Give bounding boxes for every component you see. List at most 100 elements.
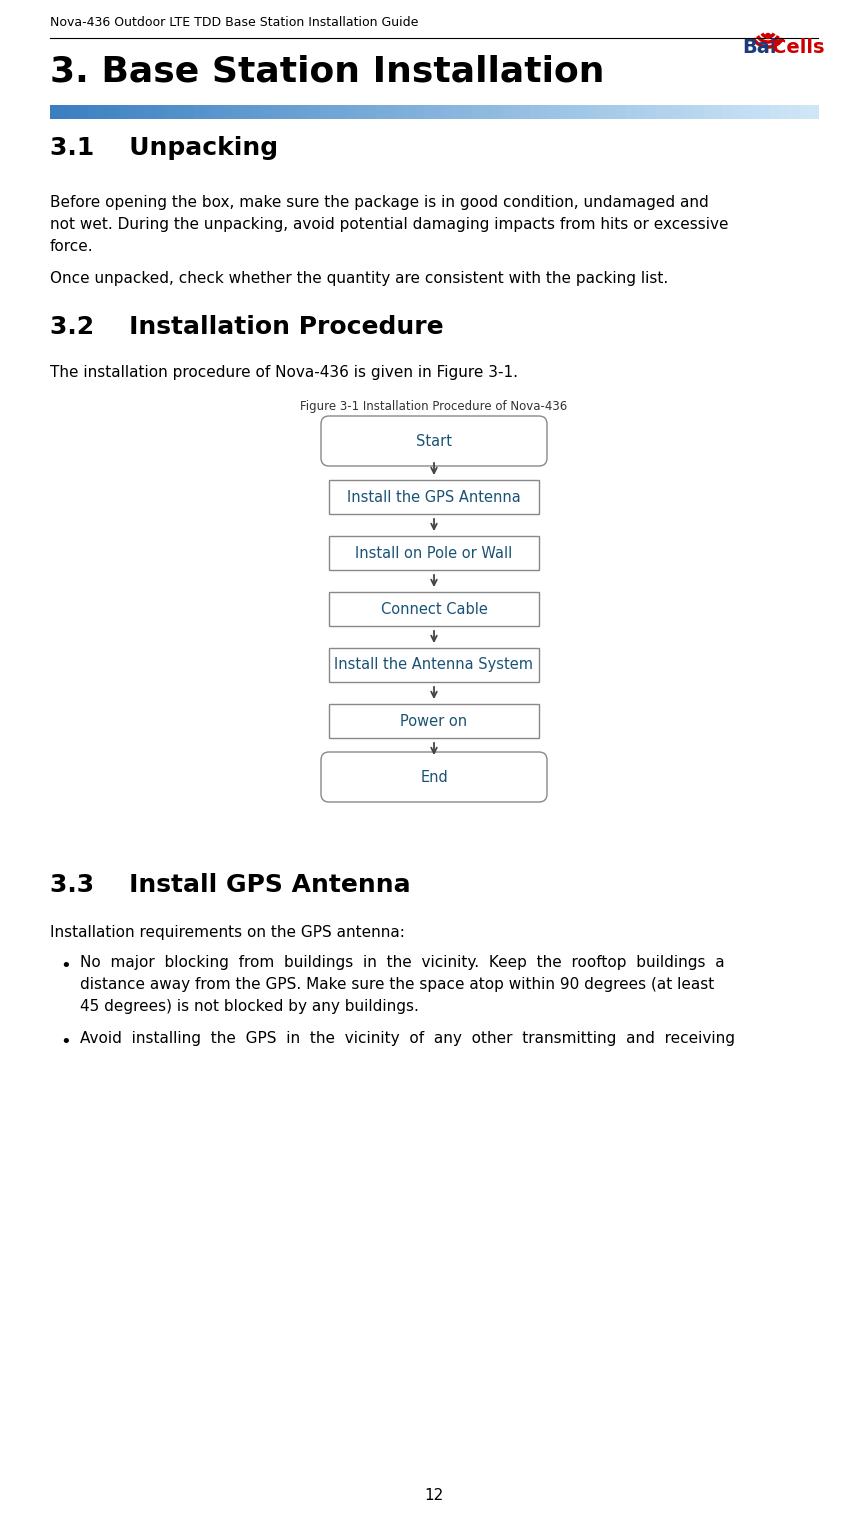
Text: 3.3    Install GPS Antenna: 3.3 Install GPS Antenna (50, 873, 411, 897)
FancyBboxPatch shape (645, 104, 656, 120)
FancyBboxPatch shape (184, 104, 195, 120)
FancyBboxPatch shape (694, 104, 704, 120)
FancyBboxPatch shape (799, 104, 809, 120)
FancyBboxPatch shape (329, 480, 539, 514)
FancyBboxPatch shape (290, 104, 300, 120)
Text: Power on: Power on (400, 714, 468, 728)
Text: distance away from the GPS. Make sure the space atop within 90 degrees (at least: distance away from the GPS. Make sure th… (80, 977, 714, 993)
FancyBboxPatch shape (530, 104, 541, 120)
FancyBboxPatch shape (117, 104, 128, 120)
FancyBboxPatch shape (751, 104, 761, 120)
FancyBboxPatch shape (424, 104, 435, 120)
FancyBboxPatch shape (358, 104, 368, 120)
FancyBboxPatch shape (415, 104, 425, 120)
Text: 3.2    Installation Procedure: 3.2 Installation Procedure (50, 315, 444, 339)
FancyBboxPatch shape (607, 104, 617, 120)
FancyBboxPatch shape (674, 104, 685, 120)
FancyBboxPatch shape (453, 104, 464, 120)
FancyBboxPatch shape (127, 104, 137, 120)
FancyBboxPatch shape (713, 104, 723, 120)
FancyBboxPatch shape (482, 104, 493, 120)
FancyBboxPatch shape (664, 104, 675, 120)
FancyBboxPatch shape (69, 104, 80, 120)
FancyBboxPatch shape (569, 104, 579, 120)
FancyBboxPatch shape (108, 104, 118, 120)
Text: Install on Pole or Wall: Install on Pole or Wall (355, 546, 513, 560)
FancyBboxPatch shape (444, 104, 454, 120)
Text: Install the GPS Antenna: Install the GPS Antenna (347, 490, 521, 504)
FancyBboxPatch shape (299, 104, 310, 120)
FancyBboxPatch shape (60, 104, 70, 120)
FancyBboxPatch shape (174, 104, 186, 120)
Text: Start: Start (416, 434, 452, 448)
FancyBboxPatch shape (386, 104, 397, 120)
FancyBboxPatch shape (252, 104, 262, 120)
FancyBboxPatch shape (808, 104, 819, 120)
FancyBboxPatch shape (79, 104, 89, 120)
FancyBboxPatch shape (89, 104, 99, 120)
FancyBboxPatch shape (214, 104, 224, 120)
FancyBboxPatch shape (501, 104, 512, 120)
FancyBboxPatch shape (329, 704, 539, 738)
FancyBboxPatch shape (463, 104, 473, 120)
FancyBboxPatch shape (616, 104, 627, 120)
FancyBboxPatch shape (328, 104, 339, 120)
Text: Once unpacked, check whether the quantity are consistent with the packing list.: Once unpacked, check whether the quantit… (50, 271, 668, 286)
Text: 45 degrees) is not blocked by any buildings.: 45 degrees) is not blocked by any buildi… (80, 999, 419, 1014)
FancyBboxPatch shape (741, 104, 752, 120)
FancyBboxPatch shape (155, 104, 166, 120)
FancyBboxPatch shape (321, 416, 547, 466)
FancyBboxPatch shape (319, 104, 329, 120)
Text: •: • (60, 958, 71, 974)
Text: Avoid  installing  the  GPS  in  the  vicinity  of  any  other  transmitting  an: Avoid installing the GPS in the vicinity… (80, 1030, 735, 1045)
FancyBboxPatch shape (233, 104, 243, 120)
FancyBboxPatch shape (223, 104, 233, 120)
Circle shape (766, 33, 771, 38)
Text: 12: 12 (424, 1487, 444, 1502)
FancyBboxPatch shape (329, 536, 539, 570)
FancyBboxPatch shape (242, 104, 253, 120)
Text: Bai: Bai (742, 38, 777, 57)
Text: force.: force. (50, 239, 94, 254)
FancyBboxPatch shape (165, 104, 176, 120)
Text: Figure 3-1 Installation Procedure of Nova-436: Figure 3-1 Installation Procedure of Nov… (300, 399, 568, 413)
FancyBboxPatch shape (722, 104, 733, 120)
FancyBboxPatch shape (789, 104, 799, 120)
FancyBboxPatch shape (760, 104, 771, 120)
FancyBboxPatch shape (703, 104, 713, 120)
FancyBboxPatch shape (367, 104, 378, 120)
FancyBboxPatch shape (396, 104, 406, 120)
FancyBboxPatch shape (329, 648, 539, 682)
Text: The installation procedure of Nova-436 is given in Figure 3-1.: The installation procedure of Nova-436 i… (50, 365, 518, 380)
FancyBboxPatch shape (684, 104, 694, 120)
FancyBboxPatch shape (347, 104, 358, 120)
FancyBboxPatch shape (271, 104, 281, 120)
FancyBboxPatch shape (732, 104, 742, 120)
FancyBboxPatch shape (540, 104, 550, 120)
FancyBboxPatch shape (779, 104, 790, 120)
Text: Before opening the box, make sure the package is in good condition, undamaged an: Before opening the box, make sure the pa… (50, 195, 709, 210)
FancyBboxPatch shape (588, 104, 598, 120)
Text: 3. Base Station Installation: 3. Base Station Installation (50, 54, 604, 89)
FancyBboxPatch shape (309, 104, 319, 120)
Text: Connect Cable: Connect Cable (380, 602, 488, 616)
FancyBboxPatch shape (654, 104, 666, 120)
FancyBboxPatch shape (770, 104, 780, 120)
FancyBboxPatch shape (559, 104, 569, 120)
FancyBboxPatch shape (50, 104, 61, 120)
FancyBboxPatch shape (338, 104, 349, 120)
FancyBboxPatch shape (578, 104, 589, 120)
FancyBboxPatch shape (491, 104, 503, 120)
FancyBboxPatch shape (434, 104, 444, 120)
FancyBboxPatch shape (377, 104, 387, 120)
Text: Nova-436 Outdoor LTE TDD Base Station Installation Guide: Nova-436 Outdoor LTE TDD Base Station In… (50, 15, 418, 29)
FancyBboxPatch shape (98, 104, 108, 120)
Text: •: • (60, 1033, 71, 1052)
FancyBboxPatch shape (597, 104, 608, 120)
FancyBboxPatch shape (510, 104, 522, 120)
FancyBboxPatch shape (261, 104, 272, 120)
FancyBboxPatch shape (549, 104, 560, 120)
Text: not wet. During the unpacking, avoid potential damaging impacts from hits or exc: not wet. During the unpacking, avoid pot… (50, 216, 728, 231)
FancyBboxPatch shape (194, 104, 205, 120)
Text: End: End (420, 770, 448, 785)
